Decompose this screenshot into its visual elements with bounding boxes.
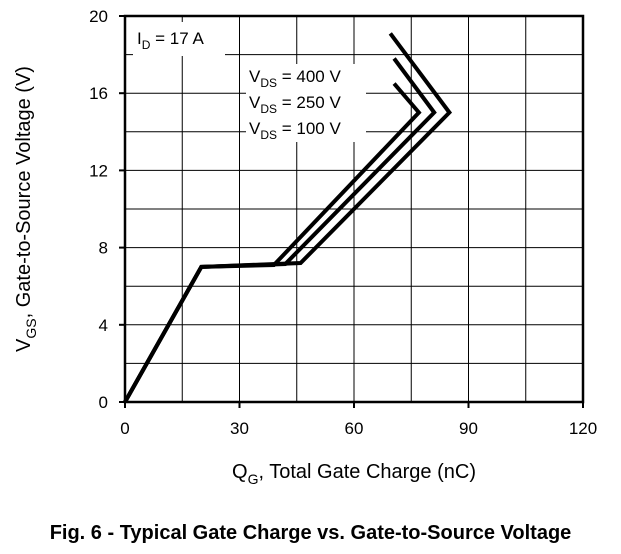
gate-charge-chart: 0 30 60 90 120 0 4 8 12 16 20 VDS = 400 V VDS = 250…	[13, 7, 598, 487]
x-axis-label: QG, Total Gate Charge (nC)	[232, 461, 476, 487]
axis-labels: QG, Total Gate Charge (nC) VGS, Gate-to-S…	[13, 66, 476, 487]
legend-background	[246, 64, 366, 142]
y-tick-label: 8	[99, 239, 108, 258]
x-tick-label: 120	[569, 419, 597, 438]
annotation-background	[133, 22, 225, 56]
y-tick-label: 0	[99, 393, 108, 412]
series-lines	[123, 32, 453, 403]
legend-label-3: VDS = 100 V	[249, 119, 341, 142]
id-annotation: ID = 17 A	[137, 29, 204, 52]
series-line-3	[123, 82, 422, 403]
legend-label-2: VDS = 250 V	[249, 93, 341, 116]
y-tick-label: 4	[99, 316, 108, 335]
y-axis-label: VGS, Gate-to-Source Voltage (V)	[13, 66, 39, 352]
y-tick-label: 12	[89, 161, 108, 180]
legend: VDS = 400 V VDS = 250 V VDS = 100 V ID = 17…	[133, 22, 366, 142]
tick-labels: 0 30 60 90 120 0 4 8 12 16 20	[89, 7, 597, 438]
x-tick-label: 60	[345, 419, 364, 438]
x-tick-label: 0	[120, 419, 129, 438]
y-tick-label: 16	[89, 84, 108, 103]
x-tick-label: 90	[459, 419, 478, 438]
figure-caption: Fig. 6 - Typical Gate Charge vs. Gate-to…	[49, 522, 572, 544]
x-tick-label: 30	[230, 419, 249, 438]
y-tick-label: 20	[89, 7, 108, 26]
legend-label-1: VDS = 400 V	[249, 67, 341, 90]
